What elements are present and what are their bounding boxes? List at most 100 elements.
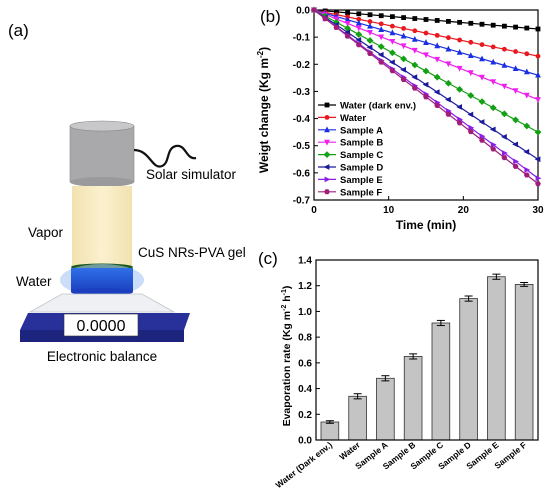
chart-c-ytick-label: 0.6 [298,358,312,369]
chart-b-legend-marker [324,139,330,146]
chart-b-point [355,36,362,43]
chart-b-point [333,24,340,30]
chart-b-point [467,92,475,99]
panel-b-label: (b) [260,7,281,26]
chart-b-ytick-label: 0.0 [296,6,310,17]
chart-b-point [389,29,396,36]
panel-a-label: (a) [8,21,29,40]
chart-b-point [502,23,507,29]
chart-b-point [501,110,508,118]
chart-b-point [523,148,530,155]
chart-b-point [501,133,507,140]
chart-b-point [534,156,541,163]
panel-a: (a) Solar simulator Vapor CuS NRs-PVA ge… [8,21,246,364]
chart-b-point [367,12,373,18]
chart-b-point [389,49,396,57]
chart-b-point [479,133,486,140]
chart-c-ylabel: Evaporation rate (Kg m-2 h-1) [281,286,293,427]
chart-b-point [400,43,407,50]
balance-display [63,313,139,337]
chart-c-frame [315,259,539,441]
chart-c-bar [376,377,395,441]
chart-b-point [479,74,485,81]
chart-b-point [423,94,429,100]
chart-b-point [400,66,406,73]
chart-b-point [378,13,384,19]
panel-c: (c) Evaporation rate (Kg m-2 h-1) Water … [258,249,539,489]
chart-b-point [523,172,530,178]
chart-b-point [479,21,485,27]
chart-b-point [445,79,452,87]
chart-b-legend-label: Sample E [340,175,383,186]
chart-b-point [523,122,531,130]
light-beam [72,186,132,266]
chart-b-point [422,67,430,75]
chart-b-point [378,59,385,65]
chart-b-point [512,163,519,169]
chart-b-point [445,61,452,68]
chart-b-ytick-label: -0.2 [293,60,311,71]
chart-c-xtick-label: Water (Dark env.) [274,440,335,489]
chart-b-point [434,56,441,63]
chart-b-point [355,42,362,48]
chart-c-bar [320,421,340,441]
chart-b-ytick-label: -0.7 [293,196,311,207]
panel-c-label: (c) [258,249,278,268]
balance-reading: 0.0000 [77,318,126,335]
chart-b-point [478,98,486,106]
chart-b-point [456,65,463,72]
chart-b-point [412,28,418,34]
chart-b-legend-marker [323,164,330,170]
chart-b-point [401,15,406,20]
chart-b-point [434,103,441,109]
chart-b-point [534,128,542,136]
chart-b-ylabel: Weigt change (Kg m-2) [256,47,271,173]
chart-b-point [411,47,418,54]
chart-b-xtick-label: 10 [383,205,395,216]
chart-b-point [423,30,429,36]
chart-b-point [535,26,541,32]
chart-b-legend-marker [324,115,330,120]
lamp-bottom [70,177,134,187]
chart-b-point [489,126,496,133]
chart-b-point [445,45,452,52]
chart-b-point [377,43,385,51]
chart-b-point [513,49,518,54]
chart-c-ytick-label: 0.8 [298,333,312,344]
chart-b-point [366,44,373,51]
chart-b-point [446,19,451,24]
chart-b-legend-label: Water (dark env.) [340,101,416,112]
chart-b-point [400,76,407,82]
chart-b-point [479,55,485,62]
chart-b-plot: 0.0 -0.1 -0.2 -0.3 -0.4 -0.5 -0.6 -0.70 10 20 30 Wa… [293,6,544,217]
chart-b-point [345,10,350,16]
chart-b-point [535,181,541,187]
chart-b-point [389,38,396,45]
chart-b-point [479,42,485,48]
chart-c-ytick-label: 1.4 [298,256,312,267]
chart-b-point [344,33,351,39]
chart-b-point [512,116,519,124]
chart-b-point [502,150,508,156]
chart-b-legend-label: Water [340,113,366,124]
vapor-text: Vapor [28,225,64,240]
chart-b-point [501,155,508,161]
chart-b-point [433,89,440,96]
chart-b-point [467,111,474,118]
chart-b-point [445,96,451,103]
chart-b-point [490,79,497,86]
chart-b-point [367,22,373,29]
chart-b-point [378,26,385,32]
chart-b-point [490,22,496,28]
chart-b-point [411,35,418,42]
chart-b-point [456,104,462,110]
chart-b-ytick-label: -0.3 [293,87,311,98]
chart-b-legend-label: Sample A [340,125,383,136]
chart-b-point [489,104,497,112]
chart-b-point [490,58,497,65]
chart-b-point [478,119,485,125]
chart-b-point [367,50,373,56]
lamp-cable [133,144,197,168]
chart-b-point [513,24,518,30]
